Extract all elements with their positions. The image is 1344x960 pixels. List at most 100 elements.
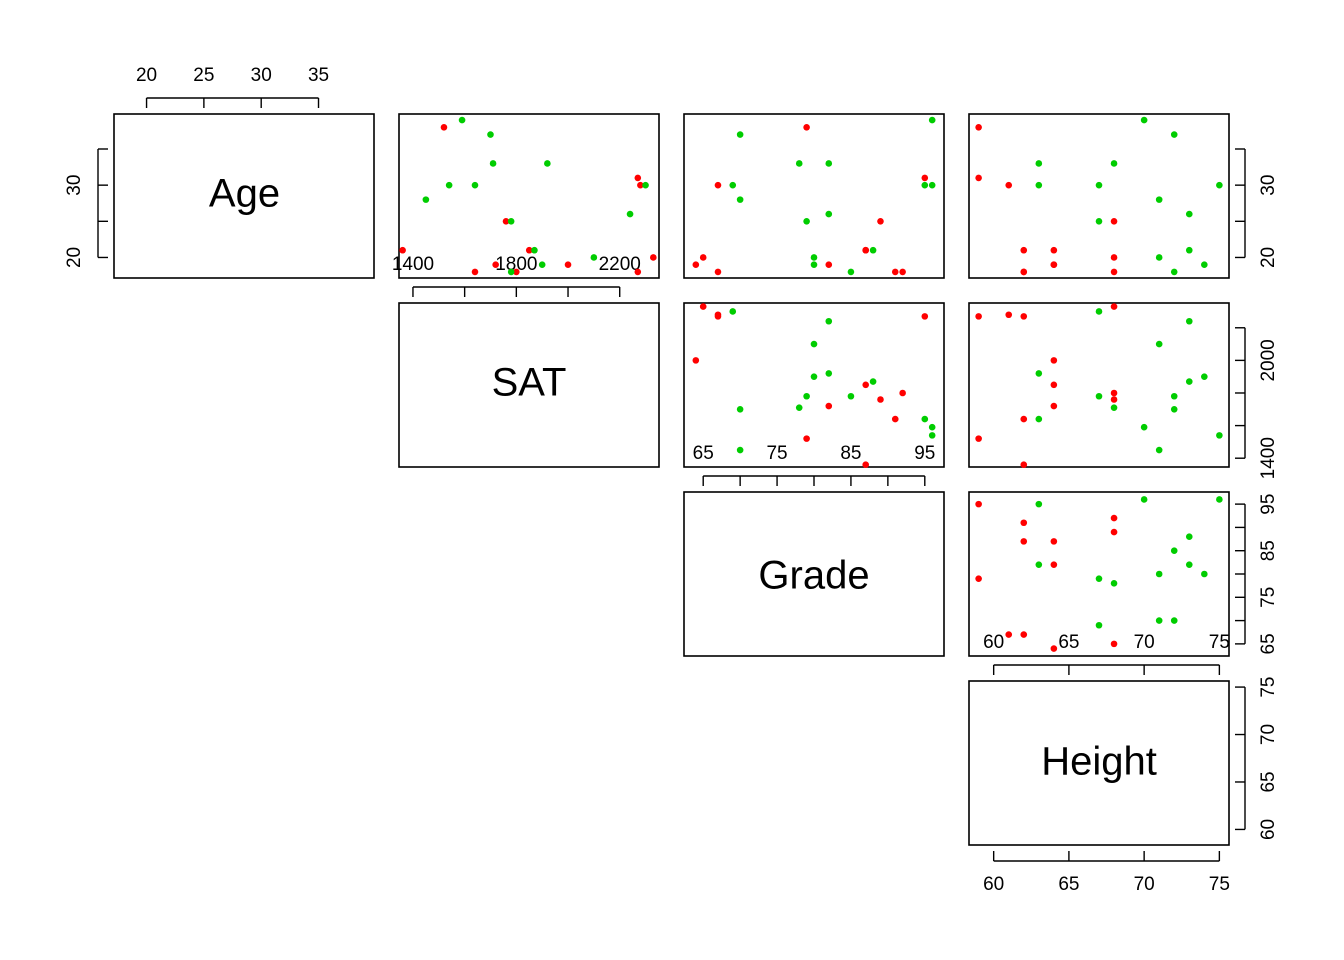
point-sat-vs-height-red [1050,381,1058,389]
point-grade-vs-height-green [1201,570,1208,578]
point-grade-vs-height-green [1185,561,1193,568]
panel-age-vs-grade [683,113,945,279]
tick-label-left-age: 20 [64,247,85,268]
tick-label-top-grade: 95 [914,443,935,464]
tick-label-top-age: 20 [136,65,157,86]
panel-sat-vs-height [968,302,1230,468]
point-age-vs-sat-green [544,160,551,167]
point-sat-vs-grade-red [692,357,700,364]
point-age-vs-height-green [1095,218,1103,225]
point-sat-vs-grade-green [803,392,810,400]
point-sat-vs-grade-green [795,404,803,411]
point-sat-vs-height-red [1110,389,1118,397]
tick-label-top-grade: 85 [840,443,861,464]
point-age-vs-height-green [1201,261,1208,268]
point-age-vs-sat-red [650,254,657,261]
point-sat-vs-height-red [1110,396,1118,403]
point-sat-vs-height-green [1185,317,1193,325]
point-age-vs-sat-green [507,218,515,225]
point-age-vs-sat-red [634,268,642,276]
point-sat-vs-grade-green [921,415,929,423]
point-sat-vs-grade-red [699,303,707,310]
point-age-vs-grade-green [928,181,936,189]
point-sat-vs-height-red [1020,461,1028,469]
point-grade-vs-height-red [1050,538,1058,545]
point-sat-vs-grade-green [736,405,744,413]
point-sat-vs-height-red [975,313,982,320]
point-sat-vs-grade-green [810,340,818,348]
point-grade-vs-height-green [1095,575,1103,582]
tick-label-top-height: 65 [1058,632,1079,653]
point-grade-vs-height-green [1140,496,1148,503]
tick-label-right-height: 60 [1258,819,1279,840]
point-sat-vs-grade-red [899,389,906,397]
point-grade-vs-height-red [1050,561,1058,568]
tick-label-top-age: 25 [193,65,214,86]
point-age-vs-grade-green [847,268,855,276]
tick-label-top-grade: 65 [693,443,714,464]
tick-label-right-sat: 2000 [1258,339,1279,381]
point-age-vs-grade-green [795,160,803,167]
point-age-vs-height-red [1050,246,1058,254]
point-age-vs-height-green [1035,160,1043,167]
point-age-vs-sat-red [513,268,520,276]
point-grade-vs-height-green [1110,580,1118,587]
point-age-vs-grade-green [869,246,877,254]
point-sat-vs-grade-green [928,423,936,431]
point-sat-vs-height-green [1170,405,1178,413]
point-sat-vs-height-green [1095,308,1103,315]
point-grade-vs-height-green [1155,617,1163,624]
point-age-vs-grade-green [825,210,833,218]
tick-label-bottom-height: 65 [1058,874,1079,895]
tick-label-right-grade: 85 [1258,540,1279,561]
point-grade-vs-height-green [1095,621,1103,629]
point-age-vs-sat-red [399,246,406,254]
point-grade-vs-height-green [1035,561,1043,568]
point-grade-vs-height-red [1110,640,1118,648]
point-grade-vs-height-red [1110,514,1118,522]
point-age-vs-height-red [1020,268,1028,276]
tick-label-right-sat: 1400 [1258,437,1279,479]
point-sat-vs-grade-green [729,308,737,315]
point-age-vs-sat-red [525,246,533,254]
point-grade-vs-height-red [1005,631,1013,638]
point-age-vs-grade-green [736,131,744,138]
point-age-vs-sat-green [445,181,453,189]
point-age-vs-height-green [1110,160,1118,167]
point-age-vs-sat-red [634,174,642,182]
point-age-vs-height-green [1170,131,1178,138]
point-age-vs-grade-red [825,261,833,268]
point-grade-vs-height-red [975,500,982,508]
point-sat-vs-height-green [1201,373,1208,380]
point-sat-vs-grade-red [877,396,884,403]
diag-label-age: Age [209,172,280,216]
tick-label-right-height: 70 [1258,724,1279,745]
point-sat-vs-grade-green [847,392,855,400]
point-age-vs-grade-red [899,268,906,276]
point-age-vs-grade-red [714,181,722,189]
point-age-vs-sat-red [502,218,510,225]
point-age-vs-grade-red [714,268,722,276]
point-age-vs-height-red [1050,261,1058,268]
point-sat-vs-height-red [1020,313,1028,320]
point-age-vs-sat-red [471,268,479,276]
point-age-vs-grade-green [810,254,818,261]
point-sat-vs-height-green [1110,404,1118,411]
point-age-vs-grade-red [921,174,929,182]
point-age-vs-height-red [1110,254,1118,261]
point-age-vs-sat-red [564,261,572,268]
point-age-vs-sat-red [440,124,448,131]
point-sat-vs-height-red [1005,311,1013,319]
point-sat-vs-height-red [1050,357,1058,364]
point-age-vs-height-red [975,174,982,182]
point-age-vs-sat-green [590,254,598,261]
point-sat-vs-grade-red [921,313,929,320]
point-sat-vs-height-green [1035,370,1043,377]
point-sat-vs-grade-red [714,313,722,320]
point-sat-vs-height-green [1095,392,1103,400]
tick-label-bottom-height: 60 [983,874,1004,895]
point-sat-vs-grade-red [825,402,833,410]
tick-label-left-age: 30 [64,175,85,196]
point-age-vs-sat-green [471,181,479,189]
panel-age-vs-age [113,113,375,279]
